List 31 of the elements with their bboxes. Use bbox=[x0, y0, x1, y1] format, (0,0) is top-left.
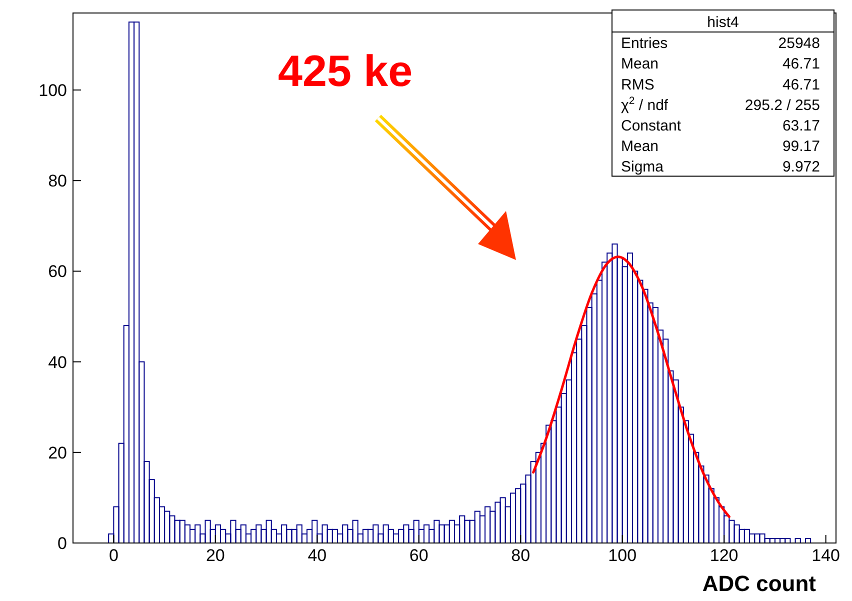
annotation: 63.17 bbox=[782, 117, 820, 134]
annotation: 25948 bbox=[778, 35, 820, 52]
annotation: 295.2 / 255 bbox=[744, 96, 820, 114]
y-tick-label: 40 bbox=[48, 352, 67, 372]
annotation: RMS bbox=[621, 76, 654, 94]
y-tick-label: 20 bbox=[48, 443, 67, 462]
annotation: 46.71 bbox=[782, 76, 820, 94]
x-tick-label: 140 bbox=[812, 546, 840, 565]
x-tick-label: 40 bbox=[308, 546, 327, 565]
x-tick-label: 20 bbox=[206, 546, 225, 565]
annotation: hist4 bbox=[707, 14, 739, 31]
x-tick-label: 120 bbox=[710, 546, 738, 565]
annotation: Constant bbox=[621, 117, 682, 134]
x-tick-label: 80 bbox=[511, 546, 530, 565]
y-tick-label: 80 bbox=[48, 172, 67, 191]
annotation: 425 ke bbox=[278, 47, 413, 96]
x-tick-label: 60 bbox=[409, 546, 428, 565]
y-tick-label: 0 bbox=[58, 534, 67, 553]
x-tick-label: 100 bbox=[608, 546, 637, 565]
y-tick-label: 100 bbox=[38, 80, 67, 100]
annotation: χ$^{2}$ / ndf bbox=[621, 94, 669, 114]
annotation: 99.17 bbox=[782, 138, 820, 156]
x-tick-label: 0 bbox=[108, 546, 118, 565]
annotation: 9.972 bbox=[782, 158, 820, 176]
x-axis-title: ADC count bbox=[702, 571, 817, 596]
annotation: Entries bbox=[621, 35, 668, 52]
annotation: Mean bbox=[621, 56, 659, 73]
annotation: Mean bbox=[621, 138, 659, 156]
annotation: Sigma bbox=[621, 158, 664, 176]
annotation: 46.71 bbox=[782, 56, 820, 73]
y-tick-label: 60 bbox=[48, 262, 67, 282]
